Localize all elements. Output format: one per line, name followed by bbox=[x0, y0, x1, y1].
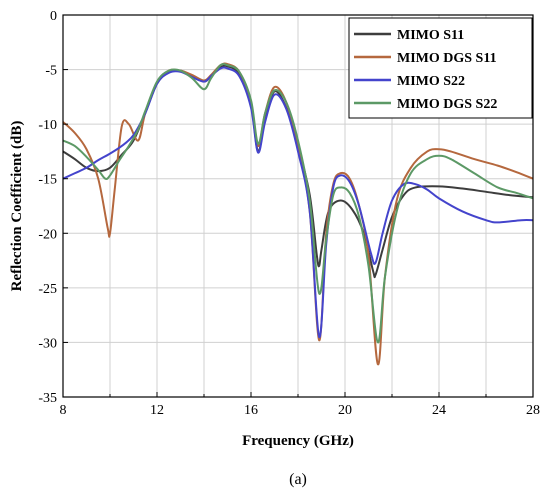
legend-label-4: MIMO DGS S22 bbox=[397, 97, 497, 112]
y-tick-label: -25 bbox=[38, 282, 57, 297]
x-tick-label: 28 bbox=[526, 403, 540, 418]
figure-caption: (a) bbox=[289, 471, 307, 488]
y-tick-label: -35 bbox=[38, 391, 57, 406]
x-axis-title: Frequency (GHz) bbox=[242, 433, 354, 449]
x-tick-label: 16 bbox=[244, 403, 258, 418]
legend-label-2: MIMO DGS S11 bbox=[397, 51, 497, 66]
y-tick-label: -30 bbox=[38, 336, 57, 351]
legend-label-1: MIMO S11 bbox=[397, 28, 464, 43]
y-axis-title: Reflection Coefficient (dB) bbox=[9, 121, 25, 292]
y-tick-label: -5 bbox=[45, 64, 57, 79]
y-tick-label: -20 bbox=[38, 227, 57, 242]
y-tick-label: -15 bbox=[38, 173, 57, 188]
series-line-4 bbox=[62, 62, 534, 344]
axis-ticks: 8 12 16 20 24 28 0 -5 -10 -15 -20 -25 -30 -35 bbox=[38, 9, 540, 418]
series-lines bbox=[62, 62, 534, 366]
legend: MIMO S11 MIMO DGS S11 MIMO S22 MIMO DGS S22 bbox=[348, 17, 533, 119]
x-tick-label: 12 bbox=[150, 403, 164, 418]
x-tick-label: 24 bbox=[432, 403, 446, 418]
x-tick-label: 20 bbox=[338, 403, 352, 418]
y-tick-label: 0 bbox=[50, 9, 57, 24]
legend-label-3: MIMO S22 bbox=[397, 74, 465, 89]
x-tick-label: 8 bbox=[60, 403, 67, 418]
series-line-2 bbox=[62, 62, 534, 366]
y-tick-label: -10 bbox=[38, 118, 57, 133]
